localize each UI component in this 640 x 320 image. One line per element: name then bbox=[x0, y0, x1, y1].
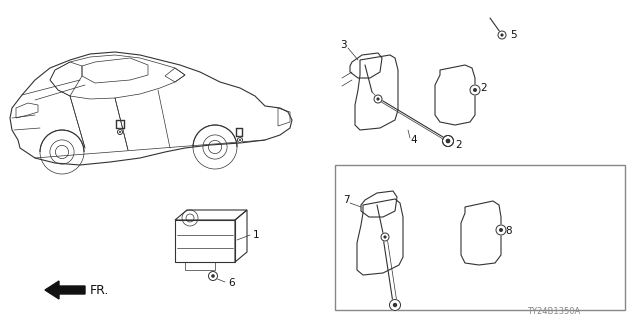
Text: 3: 3 bbox=[340, 40, 347, 50]
Circle shape bbox=[446, 139, 450, 143]
Circle shape bbox=[239, 139, 241, 141]
Circle shape bbox=[498, 31, 506, 39]
Text: 2: 2 bbox=[480, 83, 486, 93]
Circle shape bbox=[393, 303, 397, 307]
Circle shape bbox=[381, 233, 389, 241]
Text: 8: 8 bbox=[505, 226, 511, 236]
Circle shape bbox=[442, 135, 454, 147]
FancyArrow shape bbox=[45, 281, 85, 299]
Circle shape bbox=[118, 130, 122, 134]
Circle shape bbox=[473, 88, 477, 92]
Text: 6: 6 bbox=[228, 278, 235, 288]
Text: TY24B1350A: TY24B1350A bbox=[527, 308, 580, 316]
Circle shape bbox=[442, 135, 454, 147]
Text: 5: 5 bbox=[510, 30, 516, 40]
Circle shape bbox=[496, 225, 506, 235]
Circle shape bbox=[376, 97, 380, 100]
Text: 4: 4 bbox=[410, 135, 417, 145]
Circle shape bbox=[209, 271, 218, 281]
Circle shape bbox=[119, 131, 121, 133]
Circle shape bbox=[237, 138, 243, 142]
Circle shape bbox=[446, 139, 450, 143]
Text: 7: 7 bbox=[343, 195, 349, 205]
Circle shape bbox=[390, 300, 401, 310]
Text: 1: 1 bbox=[253, 230, 260, 240]
Circle shape bbox=[470, 85, 480, 95]
Circle shape bbox=[499, 228, 503, 232]
Text: FR.: FR. bbox=[90, 284, 109, 297]
Circle shape bbox=[383, 236, 387, 239]
Circle shape bbox=[211, 274, 215, 278]
Bar bbox=[335, 165, 625, 310]
Circle shape bbox=[500, 33, 504, 36]
Circle shape bbox=[374, 95, 382, 103]
Text: 2: 2 bbox=[455, 140, 461, 150]
